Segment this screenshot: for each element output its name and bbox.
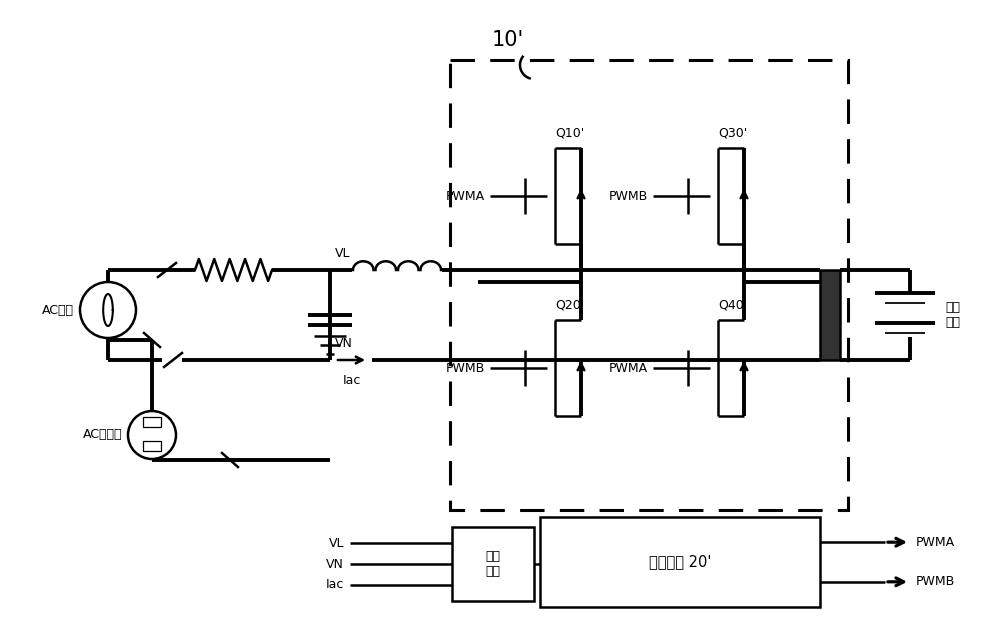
Text: AC输出端: AC输出端 <box>82 429 122 441</box>
Bar <box>143 417 161 427</box>
Bar <box>452 527 534 601</box>
Text: VL: VL <box>335 247 351 260</box>
Text: PWMB: PWMB <box>609 190 648 202</box>
Bar <box>143 441 161 451</box>
Bar <box>820 270 840 360</box>
Text: 控制模块 20': 控制模块 20' <box>649 555 711 569</box>
Text: PWMB: PWMB <box>446 361 485 375</box>
Text: Q40': Q40' <box>718 299 748 312</box>
Text: AC输入: AC输入 <box>42 304 74 316</box>
Text: Q10': Q10' <box>555 127 585 140</box>
Text: 10': 10' <box>492 30 524 50</box>
Text: PWMA: PWMA <box>446 190 485 202</box>
Text: 采样
电路: 采样 电路 <box>486 550 501 578</box>
Text: Q30': Q30' <box>718 127 748 140</box>
Text: Iac: Iac <box>326 578 344 592</box>
Text: Iac: Iac <box>343 374 361 387</box>
Text: Q20': Q20' <box>555 299 585 312</box>
Text: PWMA: PWMA <box>609 361 648 375</box>
Bar <box>450 60 848 510</box>
Text: PWMA: PWMA <box>916 536 955 548</box>
Text: VN: VN <box>335 337 353 350</box>
Text: VL: VL <box>328 537 344 550</box>
Text: PWMB: PWMB <box>916 575 955 588</box>
Text: VN: VN <box>326 557 344 571</box>
Bar <box>540 517 820 607</box>
Text: 高压
电池: 高压 电池 <box>945 301 960 329</box>
